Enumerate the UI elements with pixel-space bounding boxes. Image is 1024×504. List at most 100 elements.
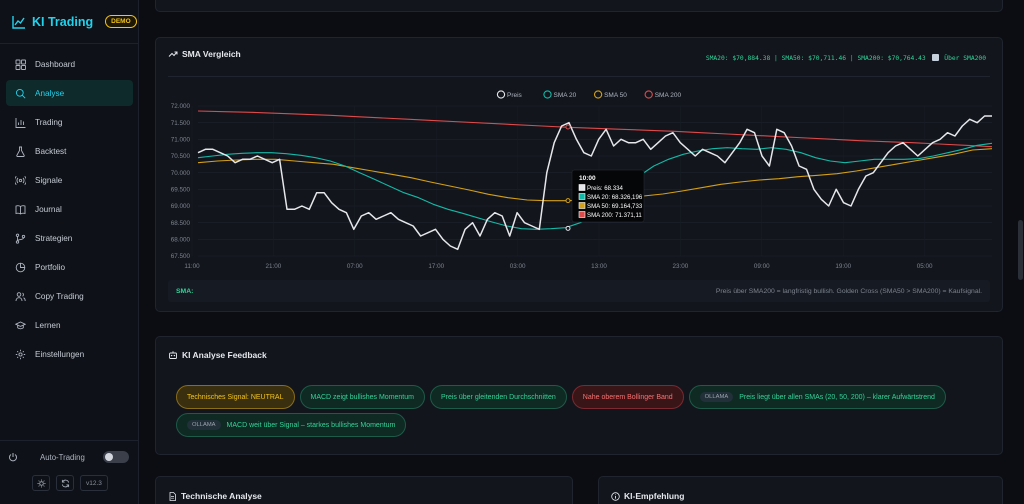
x-tick-label: 05:00 [917, 263, 933, 270]
legend-entry: Preis [507, 92, 523, 99]
ki-tag-label: Technisches Signal: NEUTRAL [187, 393, 284, 401]
previous-card [155, 0, 1003, 12]
sma-chart[interactable]: 67.500 68.000 68.500 69.000 69.500 70.000 70.5… [156, 78, 1004, 278]
sidebar-nav: Dashboard Analyse Trading Backtest Signale Jo… [0, 51, 139, 370]
x-tick-label: 17:00 [428, 263, 444, 270]
sidebar-item-strategien[interactable]: Strategien [6, 225, 133, 251]
sidebar-item-signale[interactable]: Signale [6, 167, 133, 193]
y-tick-label: 69.500 [171, 187, 191, 194]
ki-tag-label: Nahe oberem Bollinger Band [582, 393, 673, 401]
hover-point [565, 124, 571, 130]
sidebar-item-journal[interactable]: Journal [6, 196, 133, 222]
sma-footer-label: SMA: [176, 287, 194, 295]
refresh-icon [61, 479, 69, 487]
scrollbar[interactable] [1016, 0, 1024, 504]
y-tick-label: 70.000 [171, 170, 191, 177]
x-tick-label: 11:00 [184, 263, 200, 270]
sidebar-item-label: Portfolio [35, 262, 66, 272]
tooltip-swatch [578, 184, 586, 191]
sma-footer-text: Preis über SMA200 = langfristig bullish.… [715, 287, 982, 295]
ollama-badge: OLLAMA [699, 392, 734, 402]
sidebar-item-trading[interactable]: Trading [6, 109, 133, 135]
auto-trading-toggle[interactable] [103, 451, 129, 463]
ki-tag-label: Preis über gleitenden Durchschnitten [440, 393, 556, 401]
legend-marker [543, 90, 552, 99]
emp-title: KI-Empfehlung [611, 491, 684, 501]
check-icon [931, 54, 939, 61]
legend-marker [496, 90, 506, 99]
sidebar-item-einstellungen[interactable]: Einstellungen [6, 341, 133, 367]
auto-trading-row: Auto-Trading [8, 449, 131, 465]
sidebar-item-portfolio[interactable]: Portfolio [6, 254, 133, 280]
ki-recommendation-card: KI-Empfehlung [598, 476, 1003, 504]
footer-buttons: v12.3 [32, 475, 108, 491]
sidebar-item-backtest[interactable]: Backtest [6, 138, 133, 164]
toggle-knob [105, 453, 113, 461]
ki-tag: OLLAMA Preis liegt über allen SMAs (20, 5… [688, 385, 946, 409]
ki-tag-label: MACD weit über Signal – starkes bullishe… [226, 421, 396, 429]
demo-badge: DEMO [105, 15, 137, 28]
trending-up-icon [168, 51, 178, 57]
sma-readout-values: SMA20: $70,884.38 | SMA50: $70,711.46 | … [705, 55, 926, 62]
ki-tag: MACD zeigt bullishes Momentum [299, 385, 425, 409]
branch-icon [15, 233, 26, 244]
grid-icon [15, 59, 26, 70]
x-tick-label: 07:00 [347, 263, 363, 270]
sma-footer: SMA: Preis über SMA200 = langfristig bul… [168, 280, 990, 302]
sun-icon [36, 478, 46, 488]
brand[interactable]: KI Trading DEMO [0, 0, 138, 44]
sidebar-item-copy-trading[interactable]: Copy Trading [6, 283, 133, 309]
sidebar-item-label: Dashboard [35, 59, 76, 69]
sidebar-item-label: Copy Trading [35, 291, 84, 301]
tech-title: Technische Analyse [168, 491, 262, 501]
ki-title: KI Analyse Feedback [168, 350, 267, 360]
legend-entry: SMA 200 [655, 92, 682, 99]
auto-trading-label: Auto-Trading [40, 452, 85, 462]
sidebar-item-analyse[interactable]: Analyse [6, 80, 133, 106]
legend-marker [593, 90, 603, 99]
tooltip-swatch [578, 211, 586, 218]
ki-tag-label: MACD zeigt bullishes Momentum [310, 393, 414, 401]
brand-name: KI Trading [32, 14, 94, 29]
sidebar-item-label: Backtest [35, 146, 67, 156]
tooltip-swatch [578, 193, 586, 200]
pie-icon [15, 262, 26, 273]
ki-tag: Nahe oberem Bollinger Band [571, 385, 684, 409]
ki-tag: Preis über gleitenden Durchschnitten [429, 385, 567, 409]
sma-card: SMA Vergleich SMA20: $70,884.38 | SMA50:… [155, 37, 1003, 312]
flask-icon [15, 146, 26, 157]
theme-button[interactable] [32, 475, 50, 491]
sma-title-text: SMA Vergleich [182, 49, 241, 59]
book-icon [15, 204, 26, 215]
sma-title: SMA Vergleich [168, 49, 241, 59]
y-tick-label: 69.000 [171, 203, 191, 210]
x-tick-label: 09:00 [754, 263, 770, 270]
sidebar: KI Trading DEMO Dashboard Analyse Trading B… [0, 0, 139, 504]
scrollbar-thumb[interactable] [1018, 220, 1023, 280]
legend-entry: SMA 50 [604, 92, 627, 99]
legend-entry: SMA 20 [554, 92, 577, 99]
ki-tag-list: Technisches Signal: NEUTRAL MACD zeigt bu… [176, 385, 976, 437]
emp-title-text: KI-Empfehlung [624, 491, 685, 501]
sidebar-item-label: Strategien [35, 233, 73, 243]
radio-icon [15, 175, 26, 186]
x-tick-label: 23:00 [673, 263, 689, 270]
series-line-preis [197, 115, 992, 251]
sidebar-item-lernen[interactable]: Lernen [6, 312, 133, 338]
tech-title-text: Technische Analyse [181, 491, 262, 501]
sidebar-item-dashboard[interactable]: Dashboard [6, 51, 133, 77]
tooltip-swatch [578, 202, 586, 209]
refresh-button[interactable] [56, 475, 74, 491]
gear-icon [15, 349, 26, 360]
x-tick-label: 19:00 [835, 263, 851, 270]
main-content: SMA Vergleich SMA20: $70,884.38 | SMA50:… [139, 0, 1024, 504]
bar-chart-icon [15, 117, 26, 128]
y-tick-label: 70.500 [171, 153, 191, 160]
hover-point [565, 225, 571, 231]
users-icon [15, 291, 26, 302]
sidebar-footer: Auto-Trading v12.3 [0, 440, 139, 504]
tooltip-row: Preis: 68.334 [587, 185, 624, 192]
y-tick-label: 71.000 [171, 137, 191, 144]
ki-tag: OLLAMA MACD weit über Signal – starkes bu… [176, 413, 407, 437]
tooltip [571, 169, 645, 223]
